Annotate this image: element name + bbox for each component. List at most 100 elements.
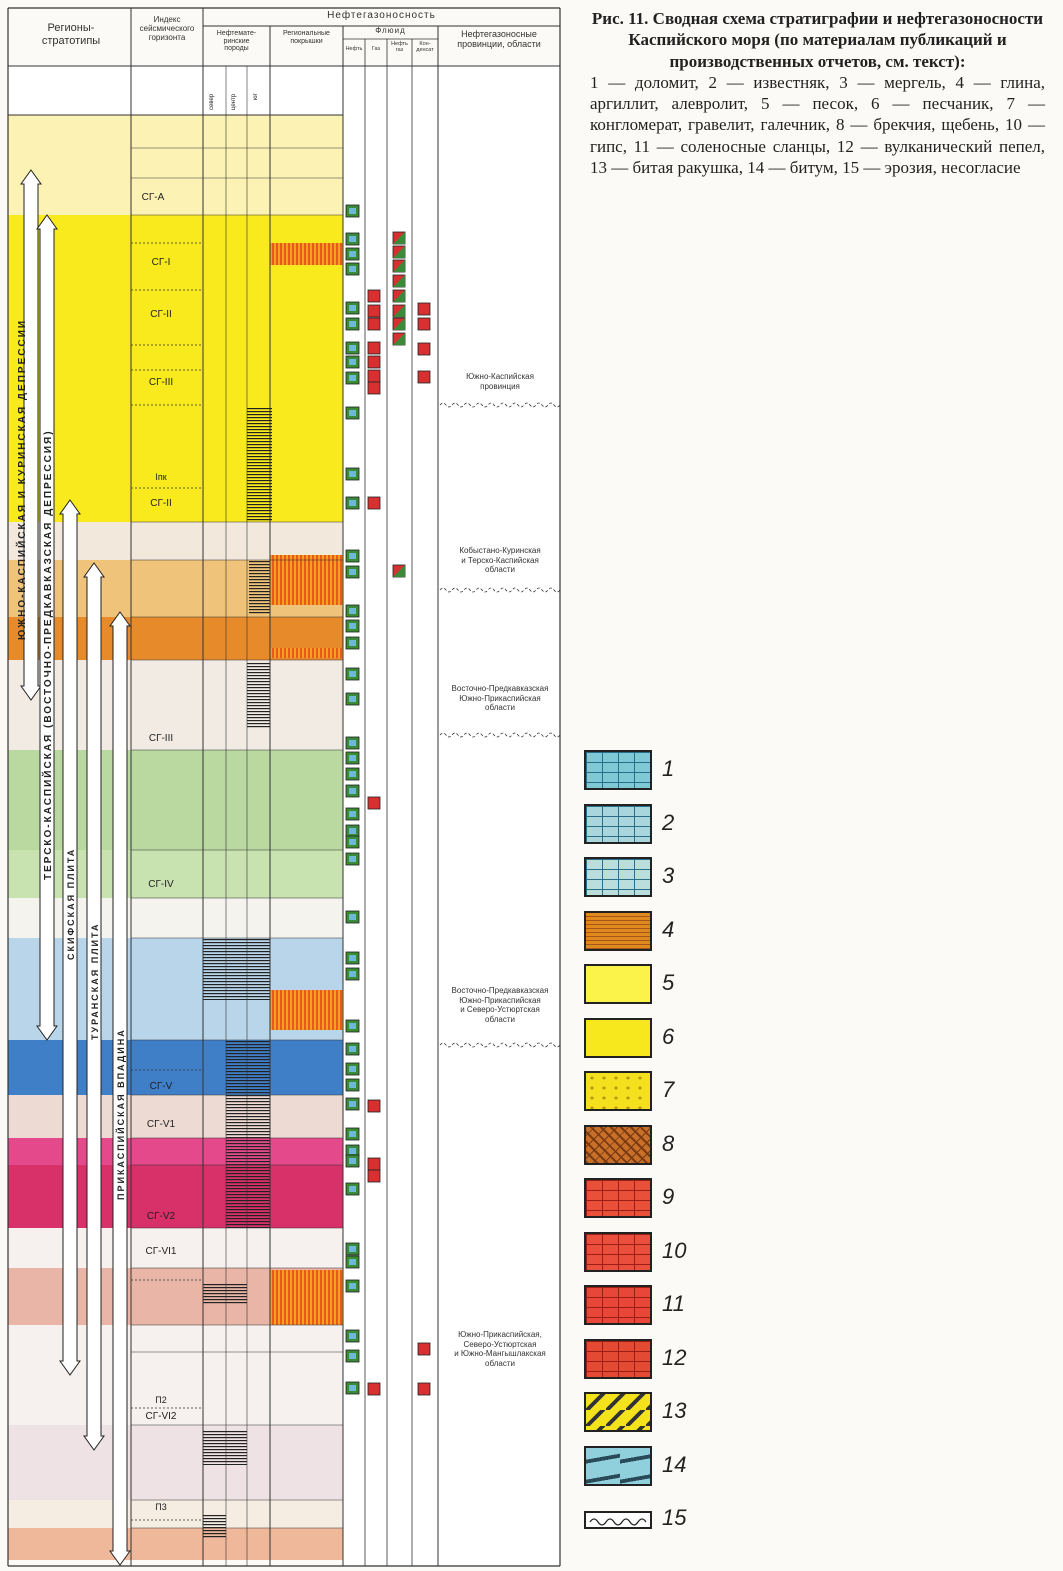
regional-seal [270, 648, 343, 658]
horizon-label: СГ-V1 [146, 1119, 176, 1130]
figure-caption: Рис. 11. Сводная схема стратиграфии и не… [590, 8, 1045, 178]
regional-seal [270, 243, 343, 265]
oil-marker-inner [349, 1259, 356, 1265]
legend-number: 9 [662, 1184, 675, 1209]
header-fluid-condensate: Кон- денсат [416, 41, 434, 54]
region-label-tersko-caspian: ТЕРСКО-КАСПИЙСКАЯ (ВОСТОЧНО-ПРЕДКАВКАЗСК… [43, 429, 54, 880]
caption-title: Рис. 11. Сводная схема стратиграфии и не… [591, 9, 1044, 71]
oil-marker-inner [349, 266, 356, 272]
header-regions: Регионы- стратотипы [41, 22, 101, 47]
oil-gas-marker-half [393, 232, 405, 244]
oil-marker-inner [349, 788, 356, 794]
oil-marker-inner [349, 755, 356, 761]
legend-number: 7 [662, 1077, 675, 1102]
oil-marker-inner [349, 1101, 356, 1107]
legend-number: 5 [662, 970, 675, 995]
lithology-band [8, 215, 343, 522]
legend-number: 10 [662, 1237, 687, 1263]
oil-marker-inner [349, 971, 356, 977]
source-rock-hatch [226, 1040, 270, 1228]
legend-number: 1 [662, 756, 675, 781]
lithology-band [8, 1528, 343, 1560]
oil-marker-inner [349, 553, 356, 559]
source-rock-hatch [203, 1515, 226, 1538]
condensate-marker [417, 342, 431, 356]
horizon-label: П2 [155, 1395, 167, 1405]
legend-item: 14 [582, 1444, 722, 1490]
erosion-wave-icon [589, 1518, 647, 1526]
legend-number: 3 [662, 863, 675, 888]
legend-number: 14 [662, 1451, 687, 1477]
region-label-precaspian-depression: ПРИКАСПИЙСКАЯ ВПАДИНА [116, 1028, 126, 1200]
region-arrow [59, 499, 81, 1376]
horizon-label: Iпк [155, 472, 167, 482]
lithology-band [8, 1500, 343, 1528]
legend-number: 15 [662, 1505, 687, 1530]
oil-marker-inner [349, 1158, 356, 1164]
oil-marker-inner [349, 471, 356, 477]
gas-marker [367, 1099, 381, 1113]
gas-marker [367, 1157, 381, 1171]
gas-marker [367, 304, 381, 318]
legend-swatch-breccia [584, 1124, 652, 1165]
legend-item: 10 [582, 1230, 722, 1276]
legend-swatch-bitumen [584, 1445, 652, 1486]
stratigraphy-table [7, 7, 561, 1567]
province-label: Южно-Каспийская провинция [466, 372, 534, 391]
legend-item: 2 [582, 802, 722, 848]
legend-swatch-sand [584, 964, 652, 1004]
oil-marker-inner [349, 828, 356, 834]
oil-marker-inner [349, 251, 356, 257]
region-label-south-caspian: ЮЖНО-КАСПИЙСКАЯ И КУРИНСКАЯ ДЕПРЕССИИ [17, 318, 28, 640]
province-label: Восточно-Предкавказская Южно-Прикаспийск… [451, 684, 549, 713]
oil-marker-inner [349, 1066, 356, 1072]
legend-swatch-clay [584, 910, 652, 951]
horizon-label: СГ-II [150, 498, 172, 509]
oil-marker-inner [349, 321, 356, 327]
province-label: Кобыстано-Куринская и Терско-Каспийская … [459, 546, 541, 575]
oil-marker-inner [349, 305, 356, 311]
lithology-band [8, 148, 343, 178]
province-label: Южно-Прикаспийская, Северо-Устюртская и … [454, 1330, 546, 1368]
lithology-band [8, 1425, 343, 1500]
source-rock-hatch [203, 1430, 247, 1465]
header-fluid-oilgas: Нефть газ [391, 41, 408, 54]
source-rock-hatch [203, 1283, 247, 1305]
oil-marker-inner [349, 1385, 356, 1391]
legend-swatch-erosion [584, 1511, 652, 1529]
legend-swatch-volcanic-ash [584, 1338, 652, 1379]
oil-marker-inner [349, 1148, 356, 1154]
oil-marker-inner [349, 1246, 356, 1252]
gas-marker [367, 1169, 381, 1183]
source-rock-hatch [249, 560, 270, 615]
oil-marker-inner [349, 569, 356, 575]
oil-marker-inner [349, 1186, 356, 1192]
oil-marker-inner [349, 671, 356, 677]
header-fluid-oil: Нефть [345, 46, 363, 52]
oil-marker-inner [349, 1131, 356, 1137]
legend-number: 4 [662, 916, 675, 942]
legend-item: 3 [582, 855, 722, 901]
header-fluid: Флюид [375, 26, 406, 35]
oil-gas-marker-half [393, 275, 405, 287]
oil-gas-marker-half [393, 305, 405, 317]
legend: 1 2 3 4 5 6 7 8 9 10 11 12 13 14 15 [582, 748, 722, 1563]
source-rock-hatch [247, 663, 270, 728]
horizon-label: СГ-А [141, 192, 165, 203]
legend-swatch-salt-shale [584, 1285, 652, 1325]
legend-swatch-pattern-9 [584, 1178, 652, 1218]
legend-number: 2 [662, 809, 675, 835]
horizon-label: П3 [155, 1502, 167, 1512]
legend-swatch-shell-debris [584, 1392, 652, 1432]
lithology-band [8, 115, 343, 148]
oil-marker-inner [349, 811, 356, 817]
caption-body: 1 — доломит, 2 — известняк, 3 — мергель,… [590, 72, 1045, 177]
header-sub-south: юг [253, 93, 259, 100]
legend-item: 1 [582, 748, 722, 794]
horizon-label: СГ-III [148, 733, 174, 744]
erosion-line [439, 732, 561, 738]
header-sub-center: центр [231, 93, 237, 110]
legend-swatch-marl [584, 857, 652, 897]
header-provinces: Нефтегазоносные провинции, области [457, 29, 541, 49]
legend-number: 6 [662, 1023, 675, 1049]
